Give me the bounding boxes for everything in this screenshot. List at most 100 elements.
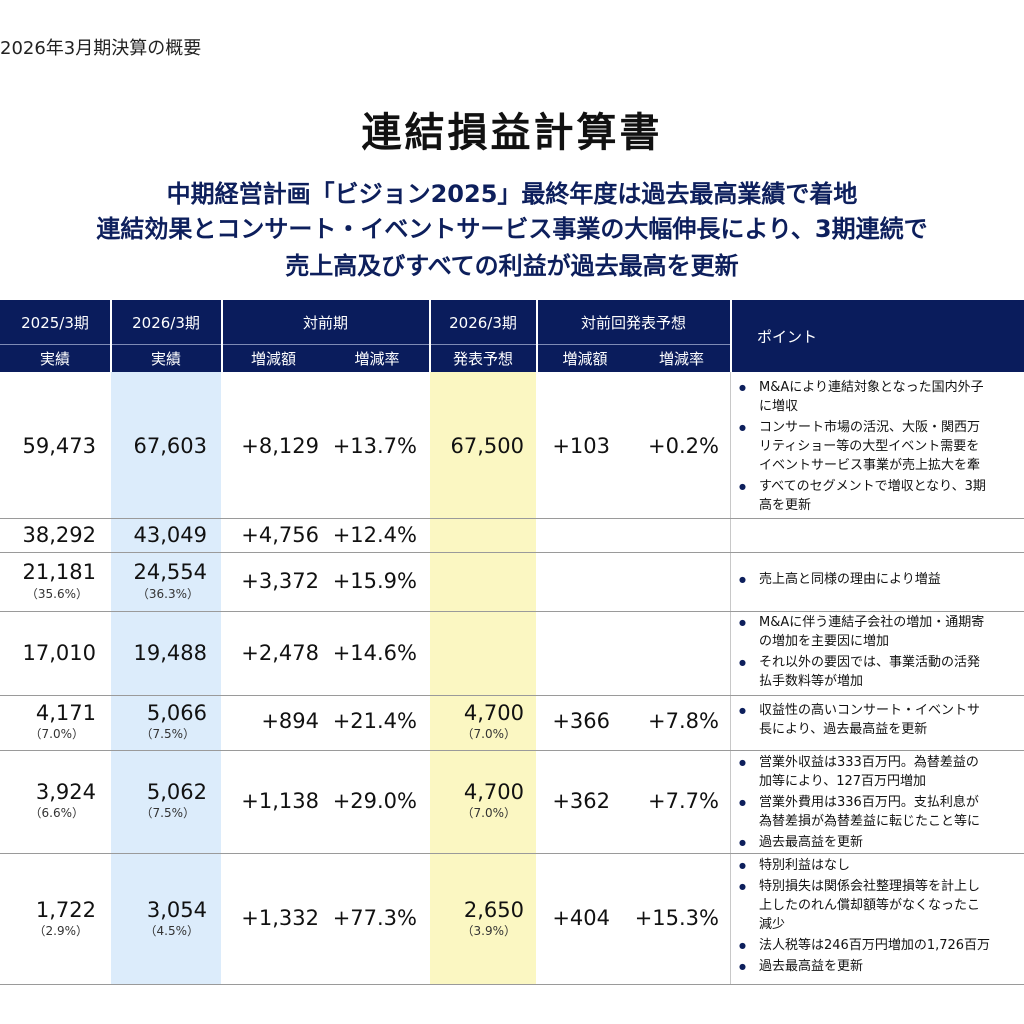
header-points: ポイント xyxy=(731,300,1024,372)
cell-fy2026: 24,554 xyxy=(133,560,207,584)
cell-yoy-amount: +8,129 xyxy=(241,434,319,458)
header-col-divider xyxy=(221,300,223,372)
cell-fy2025: 21,181 xyxy=(22,560,96,584)
page-title: 連結損益計算書 xyxy=(361,110,663,156)
row-divider xyxy=(0,611,1024,612)
cell-yoy-rate: +13.7% xyxy=(332,434,417,458)
cell-fy2025-ratio: （35.6%） xyxy=(25,587,88,601)
header-forecast-sub: 発表予想 xyxy=(430,344,536,372)
point-item: 法人税等は246百万円増加の1,726百万 xyxy=(735,936,1024,955)
cell-forecast: 4,700 xyxy=(463,780,524,804)
cell-fy2026: 5,062 xyxy=(146,780,207,804)
cell-forecast: 4,700 xyxy=(463,701,524,725)
cell-fy2026: 43,049 xyxy=(133,523,207,547)
cell-vs-rate: +0.2% xyxy=(648,434,719,458)
header-yoy-rate: 増減率 xyxy=(325,344,429,372)
cell-vs-amount: +366 xyxy=(552,709,610,733)
cell-fy2026-ratio: （7.5%） xyxy=(140,727,196,741)
row-divider xyxy=(0,518,1024,519)
cell-yoy-amount: +4,756 xyxy=(241,523,319,547)
point-item: コンサート市場の活況、大阪・関西万 リティショー等の大型イベント需要を イベント… xyxy=(735,418,1024,475)
points-list: 特別利益はなし 特別損失は関係会社整理損等を計上し 上したのれん償却額等がなくな… xyxy=(735,856,1024,978)
cell-yoy-amount: +2,478 xyxy=(241,641,319,665)
point-item: すべてのセグメントで増収となり、3期 高を更新 xyxy=(735,477,1024,515)
subtitle-line-2: 連結効果とコンサート・イベントサービス事業の大幅伸長により、3期連続で xyxy=(96,215,928,243)
points-list: 収益性の高いコンサート・イベントサ 長により、過去最高益を更新 xyxy=(735,701,1024,741)
point-item: 営業外収益は333百万円。為替差益の 加等により、127百万円増加 xyxy=(735,753,1024,791)
cell-fy2025: 17,010 xyxy=(22,641,96,665)
cell-yoy-rate: +29.0% xyxy=(332,789,417,813)
point-item: 過去最高益を更新 xyxy=(735,957,1024,976)
point-item: M&Aに伴う連結子会社の増加・通期寄 の増加を主要因に増加 xyxy=(735,613,1024,651)
header-col-divider xyxy=(730,300,732,372)
header-yoy: 対前期 xyxy=(222,300,429,344)
cell-vs-rate: +15.3% xyxy=(634,906,719,930)
row-divider xyxy=(0,695,1024,696)
points-list: M&Aに伴う連結子会社の増加・通期寄 の増加を主要因に増加 それ以外の要因では、… xyxy=(735,613,1024,693)
cell-fy2026: 67,603 xyxy=(133,434,207,458)
cell-yoy-rate: +21.4% xyxy=(332,709,417,733)
point-item: 売上高と同様の理由により増益 xyxy=(735,570,1024,589)
cell-forecast-ratio: （7.0%） xyxy=(461,806,517,820)
point-item: 特別利益はなし xyxy=(735,856,1024,875)
cell-fy2026: 19,488 xyxy=(133,641,207,665)
cell-fy2026-ratio: （7.5%） xyxy=(140,806,196,820)
cell-yoy-rate: +15.9% xyxy=(332,569,417,593)
cell-vs-rate: +7.7% xyxy=(648,789,719,813)
point-item: それ以外の要因では、事業活動の活発 払手数料等が増加 xyxy=(735,653,1024,691)
section-label: 2026年3月期決算の概要 xyxy=(0,38,202,59)
cell-fy2026: 3,054 xyxy=(146,898,207,922)
points-list: 営業外収益は333百万円。為替差益の 加等により、127百万円増加 営業外費用は… xyxy=(735,753,1024,854)
point-item: 収益性の高いコンサート・イベントサ 長により、過去最高益を更新 xyxy=(735,701,1024,739)
cell-forecast-ratio: （3.9%） xyxy=(461,924,517,938)
cell-fy2025: 4,171 xyxy=(35,701,96,725)
current-year-highlight xyxy=(111,372,221,984)
header-vs-forecast-rate: 増減率 xyxy=(633,344,730,372)
header-fy2026: 2026/3期 xyxy=(111,300,221,344)
point-item: M&Aにより連結対象となった国内外子 に増収 xyxy=(735,378,1024,416)
cell-fy2026: 5,066 xyxy=(146,701,207,725)
cell-fy2025-ratio: （7.0%） xyxy=(29,727,85,741)
header-vs-forecast-amount: 増減額 xyxy=(537,344,633,372)
cell-yoy-amount: +1,138 xyxy=(241,789,319,813)
point-item: 営業外費用は336百万円。支払利息が 為替差損が為替差益に転じたこと等に xyxy=(735,793,1024,831)
cell-fy2025: 59,473 xyxy=(22,434,96,458)
cell-fy2025-ratio: （2.9%） xyxy=(33,924,89,938)
header-fy2025: 2025/3期 xyxy=(0,300,110,344)
cell-forecast: 2,650 xyxy=(463,898,524,922)
cell-fy2025: 3,924 xyxy=(35,780,96,804)
cell-forecast: 67,500 xyxy=(450,434,524,458)
cell-yoy-rate: +14.6% xyxy=(332,641,417,665)
header-yoy-amount: 増減額 xyxy=(222,344,325,372)
cell-fy2025: 1,722 xyxy=(35,898,96,922)
row-divider xyxy=(0,853,1024,854)
cell-yoy-rate: +12.4% xyxy=(332,523,417,547)
row-divider xyxy=(0,552,1024,553)
cell-fy2026-ratio: （36.3%） xyxy=(136,587,199,601)
cell-vs-amount: +362 xyxy=(552,789,610,813)
cell-forecast-ratio: （7.0%） xyxy=(461,727,517,741)
row-divider xyxy=(0,750,1024,751)
cell-yoy-amount: +3,372 xyxy=(241,569,319,593)
cell-fy2025-ratio: （6.6%） xyxy=(29,806,85,820)
header-forecast: 2026/3期 xyxy=(430,300,536,344)
header-col-divider xyxy=(110,300,112,372)
cell-vs-rate: +7.8% xyxy=(648,709,719,733)
cell-yoy-amount: +1,332 xyxy=(241,906,319,930)
column-divider xyxy=(730,372,731,984)
cell-yoy-amount: +894 xyxy=(261,709,319,733)
cell-vs-amount: +404 xyxy=(552,906,610,930)
points-list: 売上高と同様の理由により増益 xyxy=(735,570,1024,591)
row-divider xyxy=(0,984,1024,985)
cell-fy2026-ratio: （4.5%） xyxy=(144,924,200,938)
forecast-highlight xyxy=(430,372,536,984)
point-item: 過去最高益を更新 xyxy=(735,833,1024,852)
cell-yoy-rate: +77.3% xyxy=(332,906,417,930)
subtitle-line-1: 中期経営計画「ビジョン2025」最終年度は過去最高業績で着地 xyxy=(166,180,858,208)
header-col-divider xyxy=(429,300,431,372)
subtitle-line-3: 売上高及びすべての利益が過去最高を更新 xyxy=(285,252,739,280)
header-divider-line xyxy=(0,344,730,345)
header-fy2025-sub: 実績 xyxy=(0,344,110,372)
header-vs-forecast: 対前回発表予想 xyxy=(537,300,730,344)
header-fy2026-sub: 実績 xyxy=(111,344,221,372)
